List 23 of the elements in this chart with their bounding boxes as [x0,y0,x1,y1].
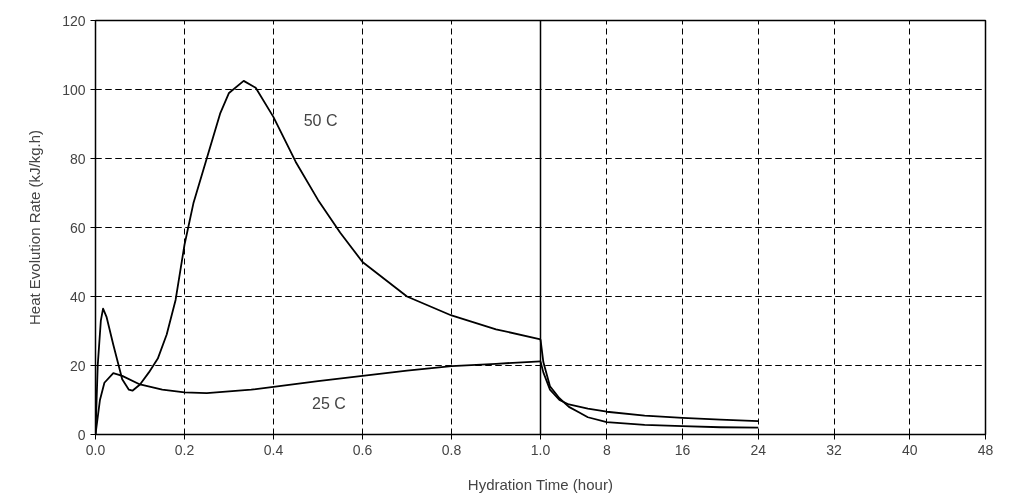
x-tick-label: 1.0 [530,441,551,458]
x-tick-label: 8 [602,441,611,458]
annotation: 50 C [303,112,338,130]
x-tick-label: 24 [750,441,767,458]
y-axis-title: Heat Evolution Rate (kJ/kg.h) [26,129,44,326]
x-tick-label: 0.0 [85,441,106,458]
y-tick-label: 100 [62,81,86,98]
x-tick-label: 0.4 [263,441,284,458]
y-tick-label: 120 [62,12,86,29]
x-tick-label: 40 [901,441,918,458]
y-tick-label: 60 [69,219,86,236]
x-tick-label: 32 [826,441,843,458]
y-tick-label: 80 [69,150,86,167]
y-tick-label: 0 [77,426,86,443]
x-axis-title: Hydration Time (hour) [467,475,613,493]
annotation: 25 C [312,395,346,413]
x-tick-label: 48 [977,441,994,458]
x-tick-label: 0.6 [352,441,373,458]
y-tick-label: 20 [69,357,86,374]
x-tick-label: 0.8 [441,441,462,458]
x-tick-label: 16 [674,441,691,458]
x-tick-label: 0.2 [174,441,195,458]
y-tick-label: 40 [69,288,86,305]
